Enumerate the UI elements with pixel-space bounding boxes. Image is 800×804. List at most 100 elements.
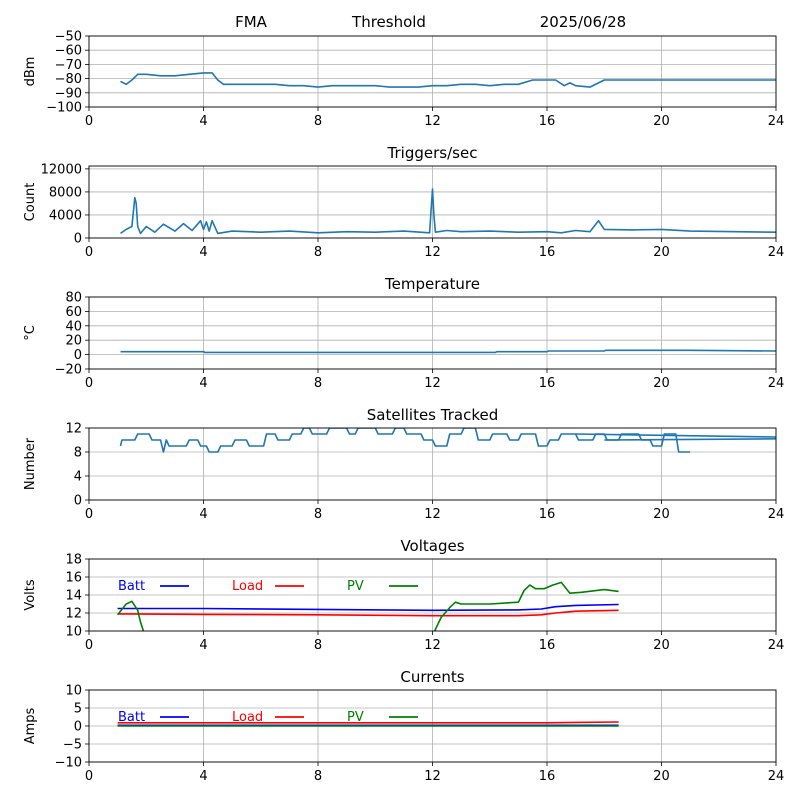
panel-3-xtick-label: 20 <box>653 507 670 522</box>
panel-5-ylabel: Amps <box>23 707 38 744</box>
panel-4-xtick-label: 4 <box>199 638 207 653</box>
panel-2-ytick-label: 0 <box>74 348 82 363</box>
panel-0-xtick-label: 4 <box>199 114 207 129</box>
panel-3-xtick-label: 0 <box>85 507 93 522</box>
panel-2-ytick-label: −20 <box>55 363 82 378</box>
panel-3-xtick-label: 8 <box>314 507 322 522</box>
panel-3-ylabel: Number <box>23 437 38 490</box>
panel-4-series-1-line <box>117 609 619 617</box>
panel-4-legend-2-label: PV <box>347 579 364 594</box>
panel-1-xtick-label: 20 <box>653 245 670 260</box>
panel-3-xtick-label: 4 <box>199 507 207 522</box>
panel-1-xtick-label: 0 <box>85 245 93 260</box>
panel-4-xtick-label: 16 <box>539 638 556 653</box>
panel-3-series-2-line <box>604 438 776 441</box>
panel-5-title: Currents <box>400 668 464 686</box>
panel-2-xtick-label: 4 <box>199 376 207 391</box>
panel-5-xtick-label: 4 <box>199 769 207 784</box>
panel-0-ytick-label: −100 <box>46 101 82 116</box>
panel-2-ytick-label: 60 <box>65 305 82 320</box>
panel-2-ytick-label: 80 <box>65 291 82 306</box>
panel-0-frame <box>88 35 777 108</box>
panel-2-frame <box>88 296 777 370</box>
panel-4-legend-1-label: Load <box>232 579 263 594</box>
panel-3-ytick-label: 4 <box>74 470 82 485</box>
panel-2-xtick-label: 24 <box>768 376 785 391</box>
panel-1-xtick-label: 16 <box>539 245 556 260</box>
panel-4-ytick-label: 14 <box>65 589 82 604</box>
panel-0-xtick-label: 24 <box>768 114 785 129</box>
panel-0-ytick-label: −70 <box>55 58 82 73</box>
panel-1-ytick-label: 0 <box>74 232 82 247</box>
panel-2-title: Temperature <box>384 275 480 293</box>
panel-3-series-0-line <box>119 428 691 453</box>
header-mode: Threshold <box>351 13 426 31</box>
panel-3-series-1-line <box>575 433 776 438</box>
panel-3-ytick-label: 8 <box>74 446 82 461</box>
panel-4-xtick-label: 20 <box>653 638 670 653</box>
panel-5-series-1-line <box>117 721 619 724</box>
panel-3-xtick-label: 24 <box>768 507 785 522</box>
panel-4-series-0-line <box>117 603 619 612</box>
panel-4-ylabel: Volts <box>23 579 38 611</box>
panel-5-ytick-label: −5 <box>63 738 82 753</box>
header-station: FMA <box>235 13 268 31</box>
panel-0-ylabel: dBm <box>23 57 38 87</box>
header-date: 2025/06/28 <box>540 13 626 31</box>
panel-5-ytick-label: −10 <box>55 756 82 771</box>
panel-4-ytick-label: 12 <box>65 607 82 622</box>
panel-0-xtick-label: 20 <box>653 114 670 129</box>
panel-5-legend-0-label: Batt <box>118 710 145 725</box>
panel-0-xtick-label: 16 <box>539 114 556 129</box>
panel-2-xtick-label: 0 <box>85 376 93 391</box>
panel-0-series-0-line <box>120 72 776 88</box>
panel-1-frame <box>88 165 777 239</box>
panel-4-legend-0-label: Batt <box>118 579 145 594</box>
panel-0-xtick-label: 8 <box>314 114 322 129</box>
panel-3-ytick-label: 12 <box>65 422 82 437</box>
panel-4-xtick-label: 0 <box>85 638 93 653</box>
panel-4-series-2-line <box>116 581 619 631</box>
panel-2-ytick-label: 40 <box>65 319 82 334</box>
panel-4-title: Voltages <box>400 537 464 555</box>
panel-0-ytick-label: −50 <box>55 30 82 45</box>
panel-5-xtick-label: 16 <box>539 769 556 784</box>
panel-5-ytick-label: 5 <box>74 702 82 717</box>
panel-5-xtick-label: 0 <box>85 769 93 784</box>
panel-5-ytick-label: 10 <box>65 684 82 699</box>
panel-1-xtick-label: 4 <box>199 245 207 260</box>
panel-4-ytick-label: 16 <box>65 571 82 586</box>
panel-1-xtick-label: 12 <box>424 245 441 260</box>
panel-3-title: Satellites Tracked <box>367 406 498 424</box>
panel-1-title: Triggers/sec <box>387 144 478 162</box>
panel-5-ytick-label: 0 <box>74 720 82 735</box>
panel-4-ytick-label: 10 <box>65 625 82 640</box>
panel-0-ytick-label: −60 <box>55 44 82 59</box>
panel-1-ytick-label: 8000 <box>49 185 82 200</box>
panel-5-legend-2-label: PV <box>347 710 364 725</box>
panel-5-xtick-label: 12 <box>424 769 441 784</box>
panel-3-frame <box>88 427 777 501</box>
panel-3-xtick-label: 16 <box>539 507 556 522</box>
panel-0-ytick-label: −80 <box>55 72 82 87</box>
panel-2-xtick-label: 20 <box>653 376 670 391</box>
panel-2-series-0-line <box>120 349 776 354</box>
panel-2-xtick-label: 8 <box>314 376 322 391</box>
panel-5-legend-1-label: Load <box>232 710 263 725</box>
panel-1-xtick-label: 24 <box>768 245 785 260</box>
panel-1-ytick-label: 4000 <box>49 208 82 223</box>
panel-2-ylabel: °C <box>23 325 38 341</box>
panel-4-ytick-label: 18 <box>65 553 82 568</box>
panel-4-frame <box>88 558 777 632</box>
panel-5-frame <box>88 689 777 763</box>
panel-3-ytick-label: 0 <box>74 494 82 509</box>
panel-1-series-0-line <box>120 188 776 235</box>
panel-4-xtick-label: 8 <box>314 638 322 653</box>
panel-0-ytick-label: −90 <box>55 86 82 101</box>
panel-2-xtick-label: 12 <box>424 376 441 391</box>
panel-4-xtick-label: 24 <box>768 638 785 653</box>
panel-5-xtick-label: 8 <box>314 769 322 784</box>
panel-5-xtick-label: 20 <box>653 769 670 784</box>
